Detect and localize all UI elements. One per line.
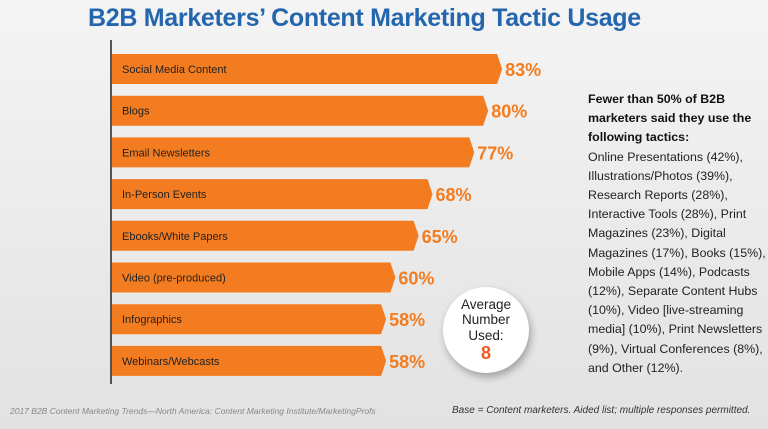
other-tactics-note: Fewer than 50% of B2B marketers said the… bbox=[588, 90, 768, 378]
category-label: Blogs bbox=[122, 106, 150, 118]
bar bbox=[112, 262, 396, 293]
average-badge: Average Number Used: 8 bbox=[443, 287, 529, 373]
value-label: 60% bbox=[398, 269, 434, 289]
value-label: 77% bbox=[477, 143, 513, 163]
value-label: 58% bbox=[389, 352, 425, 372]
average-label: Average Number Used: bbox=[460, 296, 512, 343]
bar bbox=[112, 137, 475, 168]
note-body: Online Presentations (42%), Illustration… bbox=[588, 149, 766, 375]
category-label: In-Person Events bbox=[122, 189, 207, 201]
bar bbox=[112, 220, 419, 251]
bar bbox=[112, 179, 433, 210]
chart-title: B2B Marketers’ Content Marketing Tactic … bbox=[88, 4, 641, 32]
bar bbox=[112, 304, 387, 335]
value-label: 65% bbox=[422, 227, 458, 247]
category-label: Video (pre-produced) bbox=[122, 273, 226, 285]
category-label: Ebooks/White Papers bbox=[122, 231, 228, 243]
source-note: 2017 B2B Content Marketing Trends—North … bbox=[10, 406, 376, 416]
category-label: Social Media Content bbox=[122, 64, 227, 76]
bar bbox=[112, 345, 387, 376]
category-label: Webinars/Webcasts bbox=[122, 356, 220, 368]
average-value: 8 bbox=[480, 343, 491, 364]
base-note: Base = Content marketers. Aided list; mu… bbox=[452, 405, 751, 416]
value-label: 68% bbox=[436, 185, 472, 205]
category-label: Email Newsletters bbox=[122, 147, 211, 159]
value-label: 58% bbox=[389, 310, 425, 330]
bar bbox=[112, 54, 503, 84]
category-label: Infographics bbox=[122, 314, 182, 326]
value-label: 83% bbox=[505, 60, 541, 80]
value-label: 80% bbox=[491, 102, 527, 122]
bar bbox=[112, 95, 489, 126]
note-heading: Fewer than 50% of B2B marketers said the… bbox=[588, 92, 752, 145]
